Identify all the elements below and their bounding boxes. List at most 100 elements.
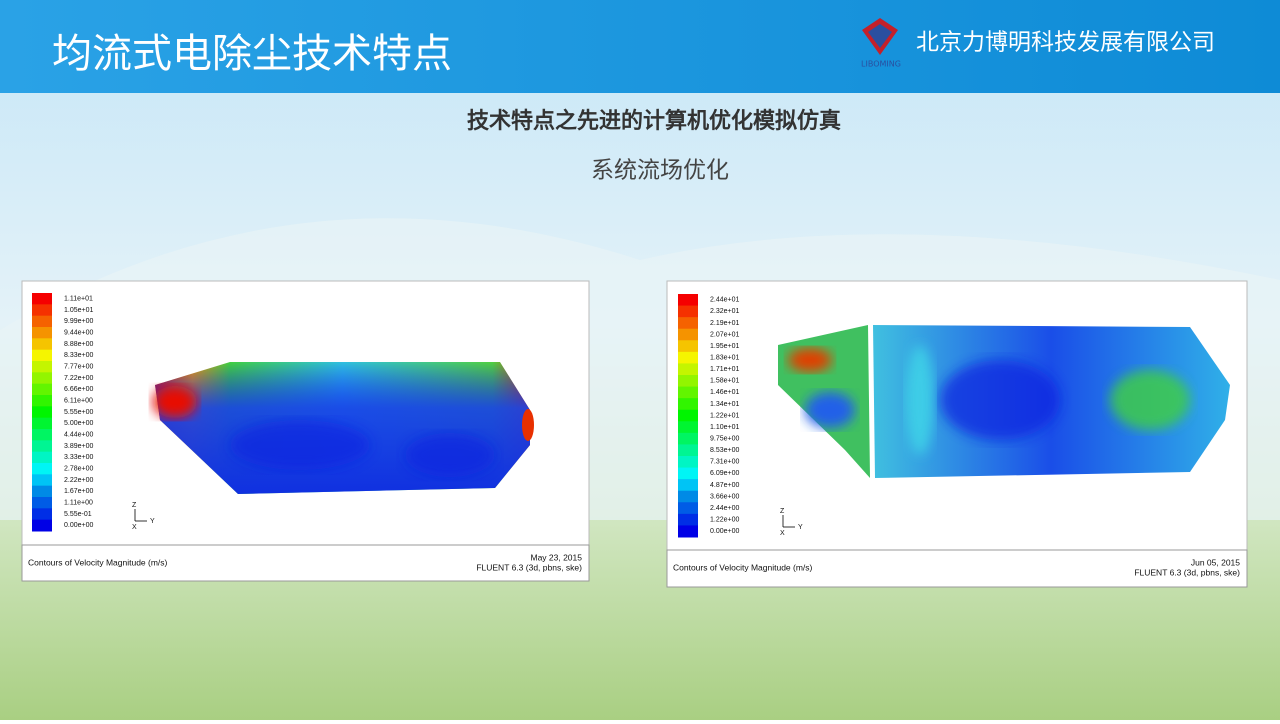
colorbar-swatch: [32, 429, 52, 441]
axis-label: Z: [132, 502, 137, 509]
colorbar-label: 1.46e+01: [710, 389, 739, 396]
colorbar-label: 2.44e+01: [710, 297, 739, 304]
colorbar-label: 1.22e+01: [710, 412, 739, 419]
colorbar-label: 1.11e+01: [64, 296, 93, 303]
colorbar-swatch: [32, 508, 52, 521]
colorbar-swatch: [678, 351, 698, 364]
logo: LIBOMING: [861, 18, 901, 69]
colorbar-swatch: [32, 361, 52, 373]
colorbar-label: 6.09e+00: [710, 470, 739, 477]
colorbar-label: 2.19e+01: [710, 320, 739, 327]
colorbar-swatch: [678, 444, 698, 457]
colorbar-label: 6.11e+00: [64, 398, 93, 405]
colorbar-swatch: [32, 440, 52, 453]
colorbar-swatch: [678, 340, 698, 353]
colorbar-label: 3.66e+00: [710, 493, 739, 500]
colorbar-label: 0.00e+00: [710, 528, 739, 535]
colorbar-swatch: [678, 421, 698, 434]
axis-label: Z: [780, 508, 785, 515]
colorbar-swatch: [32, 406, 52, 419]
colorbar-label: 7.22e+00: [64, 375, 93, 382]
colorbar-swatch: [32, 519, 52, 532]
colorbar-label: 5.55e-01: [64, 511, 92, 518]
colorbar-label: 4.87e+00: [710, 482, 739, 489]
date: May 23, 2015: [530, 552, 582, 562]
colorbar-swatch: [678, 467, 698, 480]
solver: FLUENT 6.3 (3d, pbns, ske): [1134, 567, 1240, 577]
colorbar-swatch: [32, 497, 52, 509]
colorbar-swatch: [678, 375, 698, 388]
colorbar-swatch: [678, 317, 698, 330]
colorbar-label: 1.11e+00: [64, 500, 93, 507]
colorbar-label: 1.83e+01: [710, 354, 739, 361]
colorbar-swatch: [678, 305, 698, 318]
axis-label: X: [780, 530, 785, 537]
colorbar-label: 0.00e+00: [64, 522, 93, 529]
colorbar-swatch: [678, 432, 698, 445]
colorbar-swatch: [32, 463, 52, 475]
colorbar-label: 1.71e+01: [710, 366, 739, 373]
colorbar-label: 6.66e+00: [64, 386, 93, 393]
colorbar-label: 9.44e+00: [64, 330, 93, 337]
colorbar-label: 2.32e+01: [710, 308, 739, 315]
colorbar-swatch: [678, 409, 698, 422]
colorbar-label: 1.10e+01: [710, 424, 739, 431]
contour-plot: [153, 362, 534, 494]
colorbar-swatch: [32, 293, 52, 305]
logo-text: LIBOMING: [861, 60, 901, 69]
colorbar-label: 8.88e+00: [64, 341, 93, 348]
colorbar-swatch: [678, 502, 698, 515]
colorbar-label: 5.55e+00: [64, 409, 93, 416]
colorbar-label: 8.53e+00: [710, 447, 739, 454]
colorbar-label: 2.07e+01: [710, 331, 739, 338]
caption: Contours of Velocity Magnitude (m/s): [28, 557, 168, 567]
colorbar-swatch: [678, 490, 698, 503]
colorbar-swatch: [32, 372, 52, 385]
colorbar-label: 9.99e+00: [64, 318, 93, 325]
header-bar: [0, 0, 1280, 93]
colorbar-label: 3.33e+00: [64, 454, 93, 461]
colorbar-swatch: [678, 363, 698, 376]
axis-label: Y: [798, 524, 803, 531]
colorbar-swatch: [32, 338, 52, 351]
colorbar-swatch: [32, 417, 52, 430]
colorbar-label: 3.89e+00: [64, 443, 93, 450]
colorbar-swatch: [32, 315, 52, 328]
colorbar-swatch: [32, 327, 52, 339]
colorbar-swatch: [32, 349, 52, 362]
colorbar-swatch: [32, 451, 52, 464]
colorbar-label: 2.78e+00: [64, 466, 93, 473]
colorbar-swatch: [678, 328, 698, 341]
colorbar-label: 5.00e+00: [64, 420, 93, 427]
subheading: 系统流场优化: [591, 158, 729, 184]
panel: [666, 280, 1248, 588]
colorbar-swatch: [32, 395, 52, 407]
colorbar-swatch: [678, 456, 698, 469]
colorbar-label: 7.31e+00: [710, 459, 739, 466]
heading: 技术特点之先进的计算机优化模拟仿真: [467, 108, 841, 134]
colorbar-label: 4.44e+00: [64, 432, 93, 439]
colorbar-swatch: [678, 386, 698, 399]
colorbar-swatch: [678, 294, 698, 307]
colorbar-swatch: [32, 485, 52, 498]
colorbar-label: 1.34e+01: [710, 401, 739, 408]
colorbar-label: 8.33e+00: [64, 352, 93, 359]
axis-label: X: [132, 524, 137, 531]
colorbar-swatch: [678, 398, 698, 411]
solver: FLUENT 6.3 (3d, pbns, ske): [476, 562, 582, 572]
colorbar-swatch: [32, 383, 52, 396]
caption: Contours of Velocity Magnitude (m/s): [673, 562, 813, 572]
colorbar-swatch: [678, 525, 698, 538]
colorbar-label: 1.67e+00: [64, 488, 93, 495]
company-name: 北京力博明科技发展有限公司: [916, 30, 1215, 56]
colorbar-swatch: [678, 479, 698, 492]
colorbar-label: 9.75e+00: [710, 435, 739, 442]
panel: [21, 280, 590, 582]
colorbar-label: 1.95e+01: [710, 343, 739, 350]
colorbar-swatch: [32, 304, 52, 317]
colorbar-label: 2.44e+00: [710, 505, 739, 512]
colorbar-swatch: [32, 474, 52, 487]
axis-label: Y: [150, 518, 155, 525]
